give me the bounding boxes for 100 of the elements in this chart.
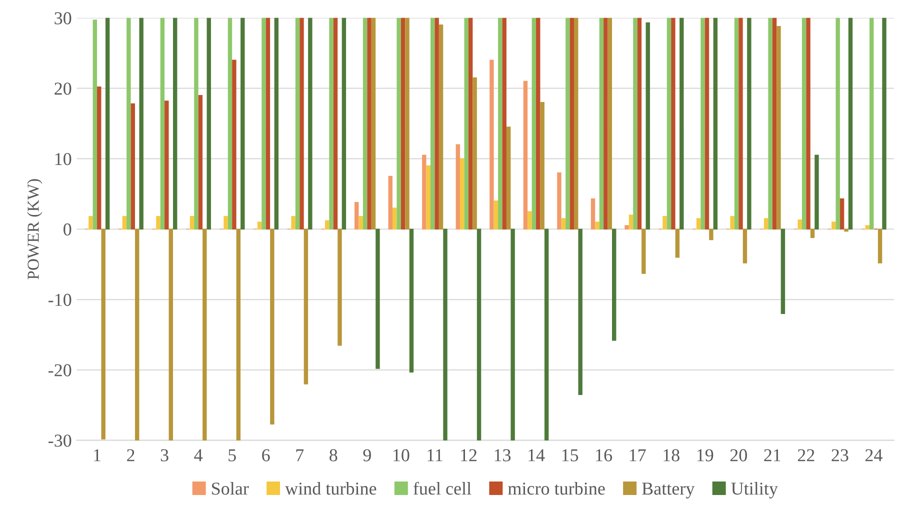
bar [430,18,435,230]
bar [240,18,245,230]
bar [274,18,279,230]
bar [494,200,498,230]
x-tick-label: 22 [798,449,814,462]
bar [105,18,110,230]
bar [476,228,482,440]
x-tick-label: 19 [697,449,714,462]
bar [262,18,266,230]
bar [291,216,296,230]
bar [434,18,439,230]
bar [130,103,136,230]
bar [608,18,612,230]
bar [561,218,566,230]
bar [536,18,540,230]
bar [532,18,536,230]
bar [266,18,270,230]
x-tick-label: 1 [94,449,100,462]
bar [528,211,532,230]
bar [675,228,680,258]
bar [88,216,93,230]
bar [666,18,672,230]
bar [704,18,710,230]
x-tick-label: 17 [630,449,646,462]
bar [780,228,786,314]
bar [612,228,616,341]
bar [97,86,102,230]
bar [595,222,600,230]
bar [566,18,570,230]
bar [308,18,312,230]
y-tick-label: 20 [54,82,72,95]
bar [742,228,748,264]
x-tick-label: 14 [528,449,545,462]
y-tick-label: 30 [54,12,72,24]
bar [443,228,448,440]
x-tick-label: 21 [764,449,780,462]
bar [578,228,582,395]
x-tick-label: 5 [228,449,236,462]
bar [709,228,714,240]
x-tick-label: 15 [562,449,578,462]
bar [628,214,634,230]
bar [257,222,262,230]
bar [604,18,608,230]
bar [776,26,781,230]
bar [338,228,342,346]
bar [324,220,330,230]
bar [156,216,160,230]
bar [202,228,207,440]
y-tick-label: -10 [48,294,72,306]
bar [101,228,106,440]
bar [599,18,604,230]
bar [671,18,676,230]
y-tick-label: -20 [48,364,72,376]
bar [865,225,870,230]
x-tick-label: 20 [730,449,747,462]
x-tick-label: 10 [394,449,410,462]
bar [198,94,203,230]
bar [405,18,410,230]
bar [832,222,836,230]
bar [173,18,178,230]
bar [802,18,806,230]
bar [426,165,430,230]
bar [456,144,460,230]
bar [160,18,165,230]
y-axis-title: POWER (KW) [27,179,42,280]
bar [270,228,274,425]
bar [878,228,882,264]
bar [168,228,173,440]
bar [388,176,392,230]
legend-label: micro turbine [508,482,605,495]
bar [590,198,596,230]
bar [460,158,464,230]
bar [422,154,426,230]
bar [637,18,642,230]
bar [869,18,874,230]
bar [358,216,363,230]
x-tick-label: 2 [127,449,134,462]
bar [206,18,211,230]
bar [354,202,359,230]
x-tick-label: 8 [330,449,338,462]
x-tick-label: 9 [363,449,371,462]
legend-label: Solar [212,482,249,495]
y-tick-label: -30 [48,434,72,447]
bar [400,18,406,230]
bar [806,18,810,230]
bar [295,18,300,230]
bar [92,20,98,230]
bar [523,80,528,230]
bar [734,18,739,230]
bar [646,22,650,230]
bar [329,18,334,230]
bar [464,18,468,230]
x-tick-label: 3 [160,449,168,462]
bar [768,18,772,230]
bar [882,18,886,230]
bar [544,228,549,440]
bar [371,18,376,230]
bar [557,172,562,230]
y-tick-label: 0 [64,223,72,236]
bar [472,77,477,230]
